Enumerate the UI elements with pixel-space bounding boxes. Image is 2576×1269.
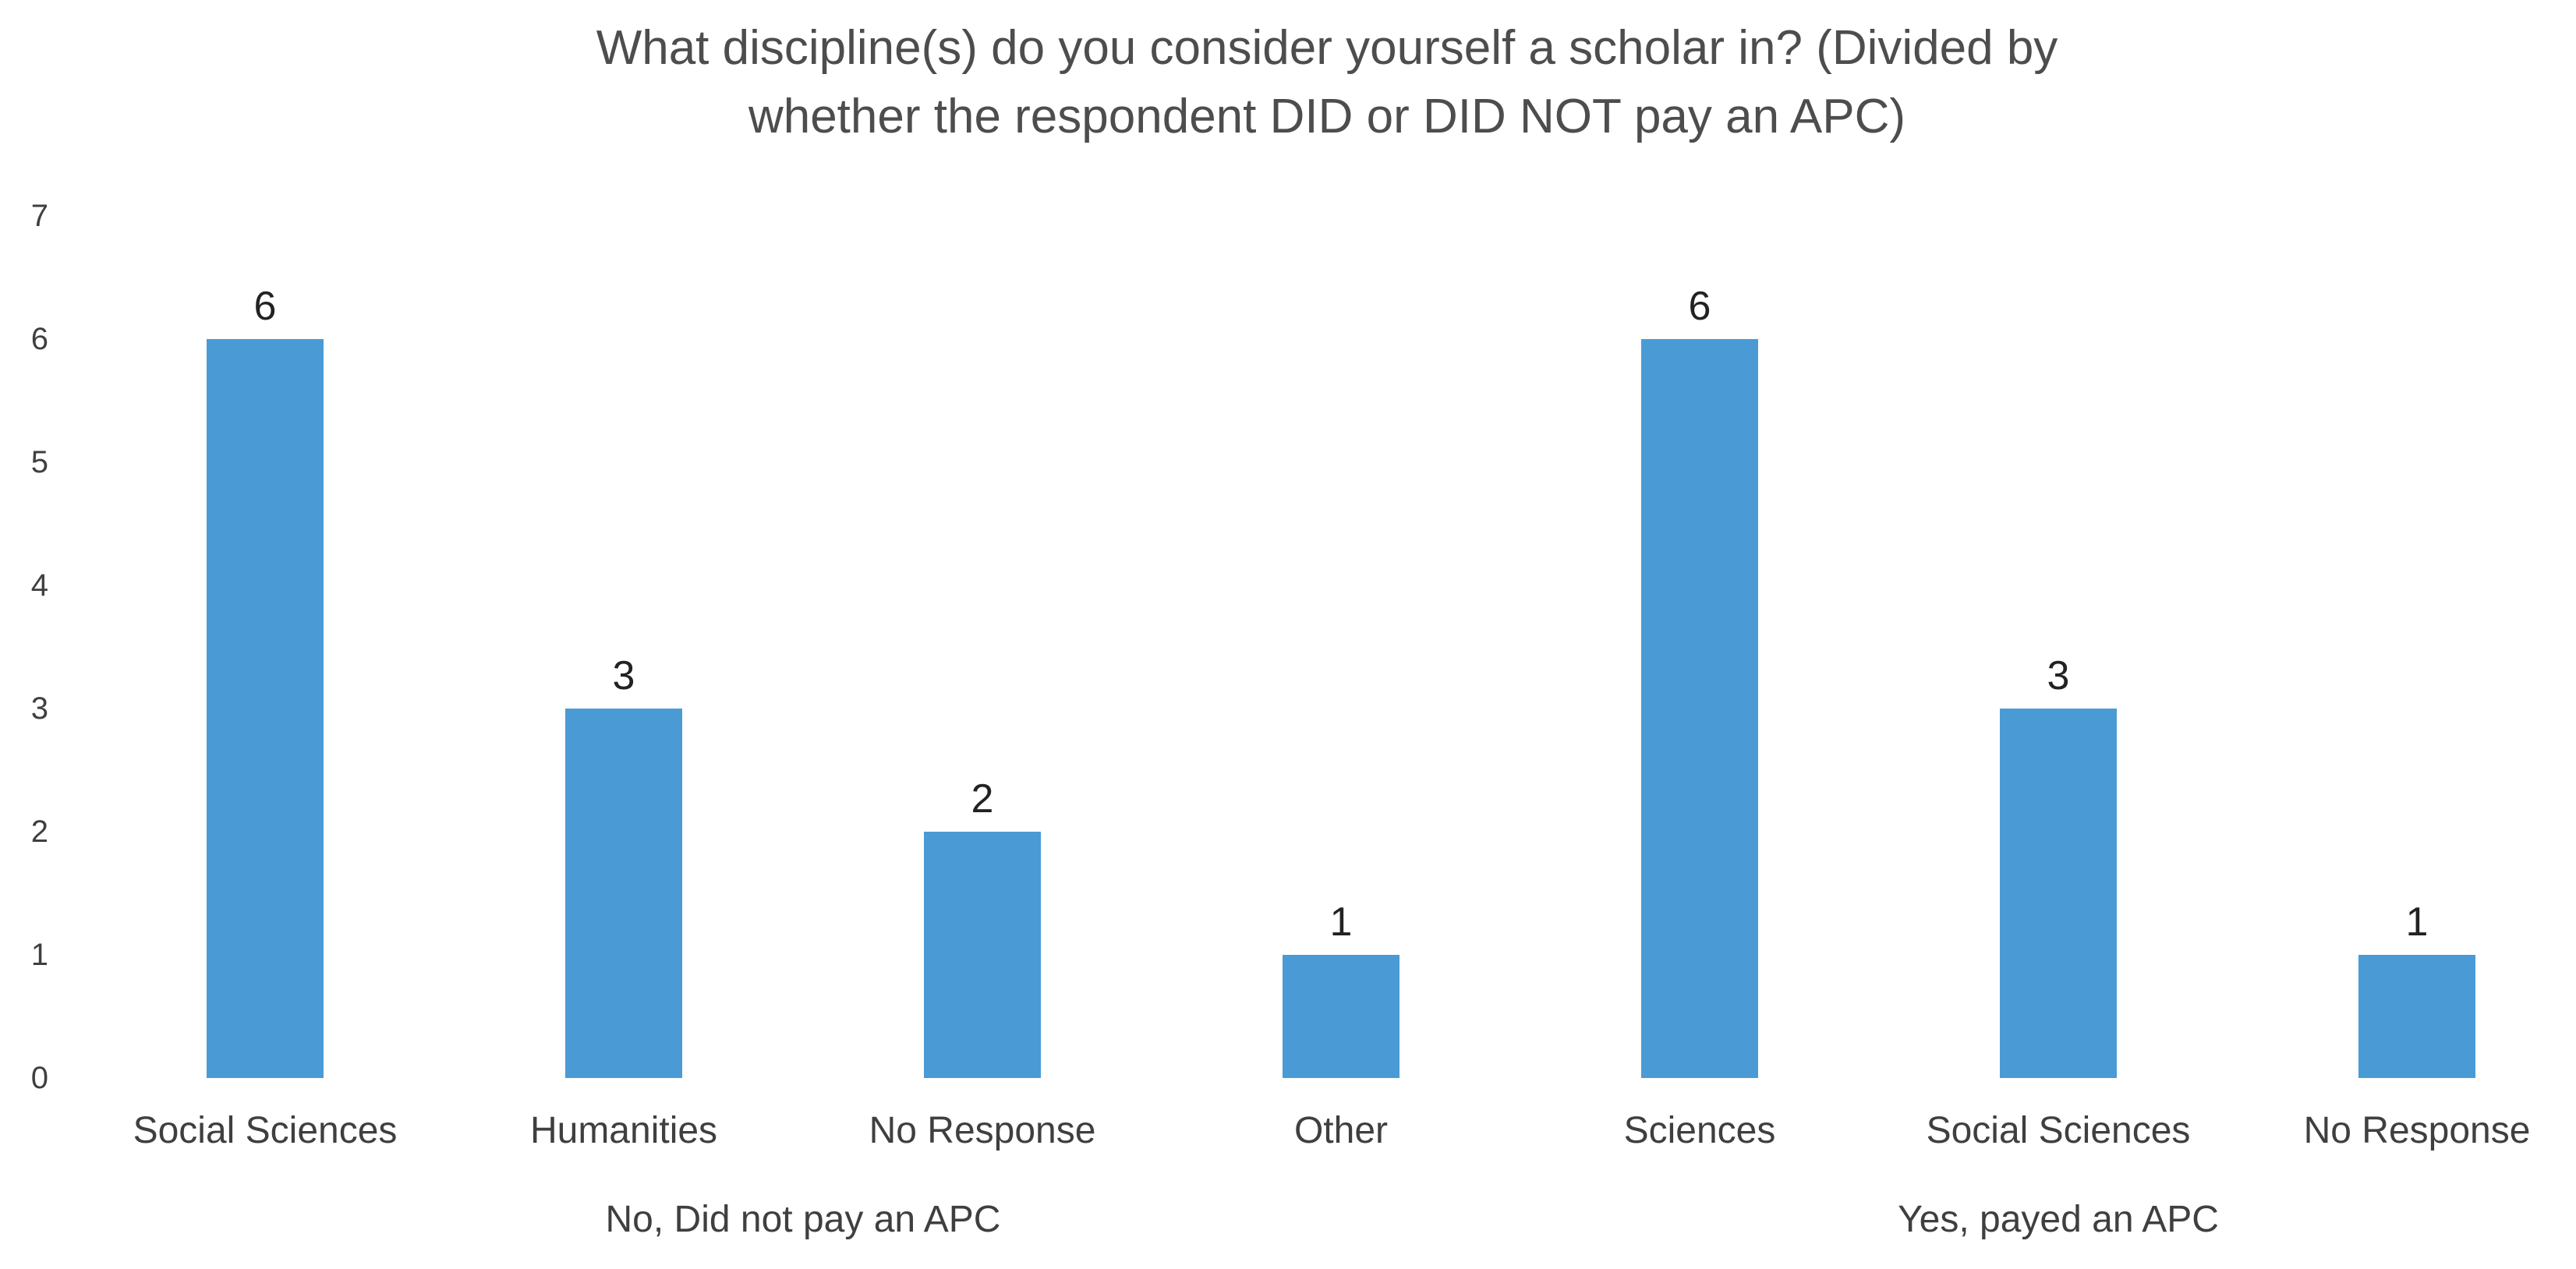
y-axis-tick-label-3: 3 <box>30 691 48 726</box>
bar-no-did-not-pay-an-apc-social-sciences <box>207 339 324 1078</box>
chart-title-line-1: What discipline(s) do you consider yours… <box>596 21 2058 75</box>
chart-title: What discipline(s) do you consider yours… <box>360 14 2294 151</box>
bar-yes-payed-an-apc-social-sciences <box>2000 709 2117 1078</box>
category-label-yes-payed-an-apc-social-sciences: Social Sciences <box>1926 1110 2191 1151</box>
bar-no-did-not-pay-an-apc-other <box>1283 955 1399 1078</box>
category-label-yes-payed-an-apc-sciences: Sciences <box>1623 1110 1776 1151</box>
group-label-no-did-not-pay-an-apc: No, Did not pay an APC <box>605 1199 1001 1240</box>
category-label-yes-payed-an-apc-no-response: No Response <box>2303 1110 2531 1151</box>
bar-yes-payed-an-apc-no-response <box>2358 955 2475 1078</box>
y-axis-tick-label-4: 4 <box>30 568 48 603</box>
bar-yes-payed-an-apc-sciences <box>1641 339 1758 1078</box>
bar-value-label-no-did-not-pay-an-apc-social-sciences: 6 <box>253 284 277 329</box>
y-axis-tick-label-6: 6 <box>30 322 48 356</box>
y-axis-tick-label-5: 5 <box>30 445 48 479</box>
y-axis-tick-label-0: 0 <box>30 1061 48 1095</box>
category-label-no-did-not-pay-an-apc-humanities: Humanities <box>529 1110 718 1151</box>
category-label-no-did-not-pay-an-apc-no-response: No Response <box>869 1110 1096 1151</box>
bar-value-label-yes-payed-an-apc-sciences: 6 <box>1688 284 1711 329</box>
chart-title-line-2: whether the respondent DID or DID NOT pa… <box>748 90 1906 143</box>
bar-value-label-no-did-not-pay-an-apc-no-response: 2 <box>971 776 994 822</box>
group-label-yes-payed-an-apc: Yes, payed an APC <box>1898 1199 2219 1240</box>
bar-no-did-not-pay-an-apc-no-response <box>924 832 1041 1078</box>
bar-value-label-no-did-not-pay-an-apc-other: 1 <box>1329 900 1353 945</box>
category-label-no-did-not-pay-an-apc-other: Other <box>1293 1110 1389 1151</box>
y-axis-tick-label-7: 7 <box>30 199 48 233</box>
y-axis-tick-label-2: 2 <box>30 815 48 849</box>
y-axis-tick-label-1: 1 <box>30 938 48 972</box>
bar-value-label-yes-payed-an-apc-social-sciences: 3 <box>2047 653 2070 698</box>
bar-value-label-no-did-not-pay-an-apc-humanities: 3 <box>612 653 635 698</box>
bar-value-label-yes-payed-an-apc-no-response: 1 <box>2405 900 2429 945</box>
bar-no-did-not-pay-an-apc-humanities <box>565 709 682 1078</box>
category-label-no-did-not-pay-an-apc-social-sciences: Social Sciences <box>133 1110 398 1151</box>
